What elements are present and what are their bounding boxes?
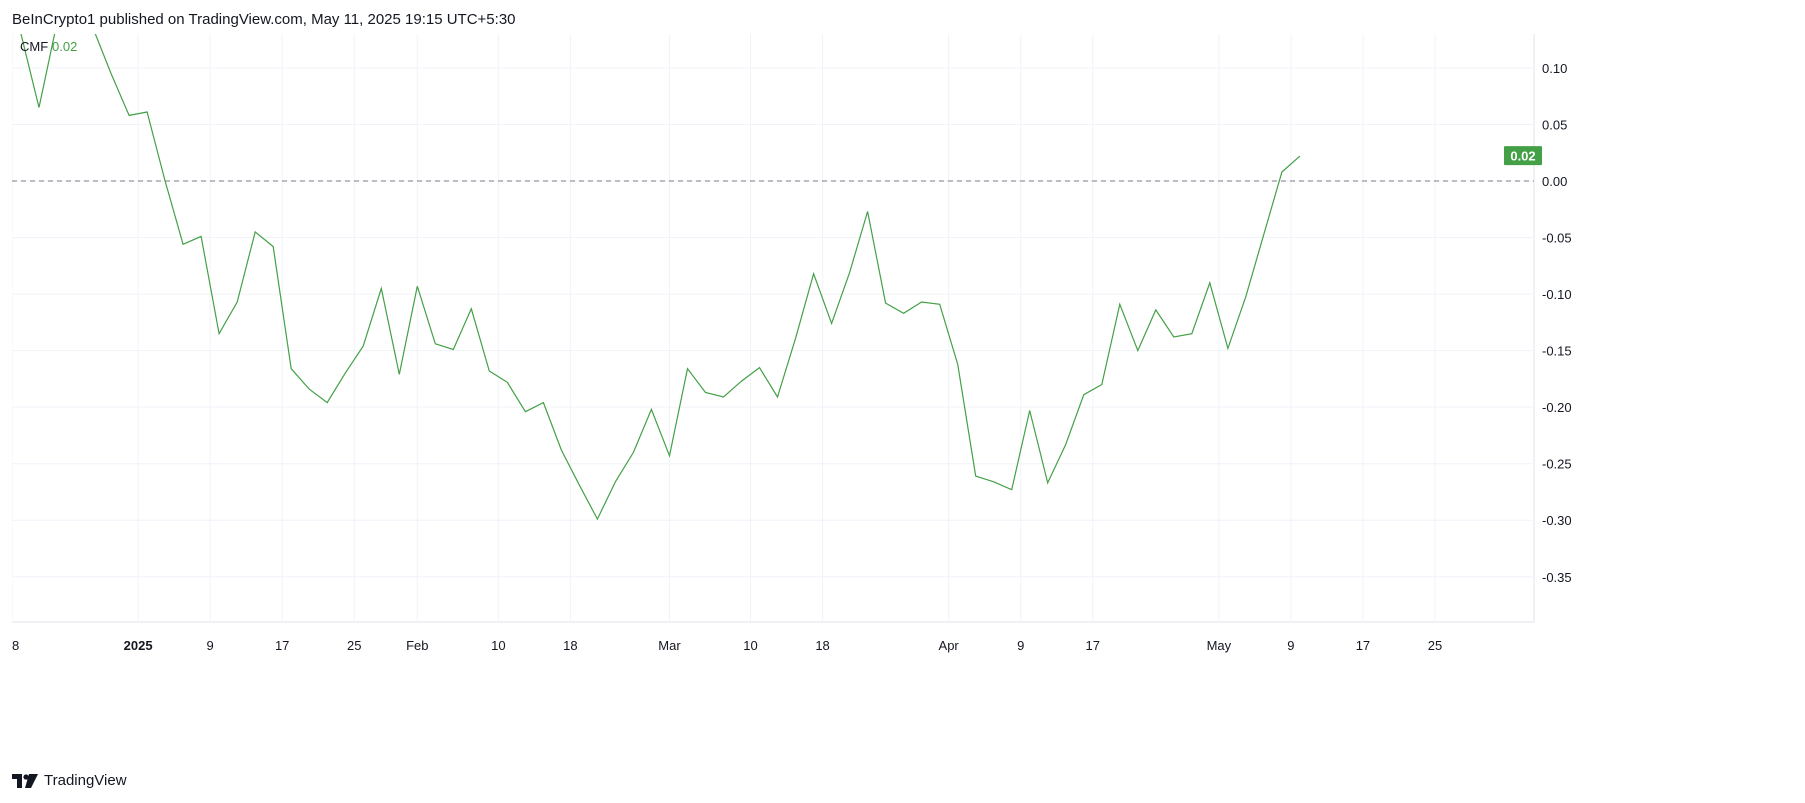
y-axis[interactable]: 0.10 0.05 0.00 -0.05 -0.10 -0.15 -0.20 -0.25 -0.… xyxy=(1542,61,1572,585)
x-tick-label: Feb xyxy=(406,638,428,653)
y-tick-label: -0.10 xyxy=(1542,287,1572,302)
x-tick-label: 18 xyxy=(815,638,829,653)
y-tick-label: -0.15 xyxy=(1542,344,1572,359)
cmf-chart-svg[interactable]: 0.10 0.05 0.00 -0.05 -0.10 -0.15 -0.20 -0.25 -0.… xyxy=(12,34,1792,760)
x-tick-label: 17 xyxy=(1356,638,1370,653)
x-tick-label: 25 xyxy=(1428,638,1442,653)
x-tick-label: 10 xyxy=(743,638,757,653)
chart-legend[interactable]: CMF 0.02 xyxy=(20,39,77,54)
x-tick-label: 18 xyxy=(563,638,577,653)
x-tick-label: 17 xyxy=(1086,638,1100,653)
series-layer xyxy=(20,34,1301,521)
x-tick-label: 9 xyxy=(1017,638,1024,653)
y-tick-label: -0.35 xyxy=(1542,570,1572,585)
x-tick-label: 10 xyxy=(491,638,505,653)
chart-area[interactable]: 0.10 0.05 0.00 -0.05 -0.10 -0.15 -0.20 -0.25 -0.… xyxy=(12,34,1792,760)
last-value-badge: 0.02 xyxy=(1504,146,1542,166)
x-tick-label: 9 xyxy=(1287,638,1294,653)
tradingview-logo-icon xyxy=(12,773,38,788)
cmf-series-line xyxy=(20,34,1301,521)
footer-brand-name: TradingView xyxy=(44,772,127,789)
x-tick-label: 2025 xyxy=(124,638,153,653)
x-tick-label: May xyxy=(1207,638,1232,653)
x-tick-label: 17 xyxy=(275,638,289,653)
y-tick-label: 0.10 xyxy=(1542,61,1567,76)
y-tick-label: -0.20 xyxy=(1542,400,1572,415)
x-tick-label: 25 xyxy=(347,638,361,653)
y-tick-label: 0.00 xyxy=(1542,174,1567,189)
x-tick-label: Mar xyxy=(658,638,681,653)
y-tick-label: -0.30 xyxy=(1542,513,1572,528)
grid-lines xyxy=(12,34,1535,623)
x-tick-label: 18 xyxy=(12,638,19,653)
y-tick-label: -0.05 xyxy=(1542,231,1572,246)
x-tick-label: 9 xyxy=(207,638,214,653)
last-value-badge-bg xyxy=(1504,146,1542,166)
legend-indicator-value: 0.02 xyxy=(52,39,77,54)
footer-brand[interactable]: TradingView xyxy=(12,772,127,789)
last-value-badge-text: 0.02 xyxy=(1510,149,1535,164)
y-tick-label: -0.25 xyxy=(1542,457,1572,472)
y-tick-label: 0.05 xyxy=(1542,117,1567,132)
publisher-line: BeInCrypto1 published on TradingView.com… xyxy=(12,11,516,28)
x-tick-label: Apr xyxy=(939,638,960,653)
x-axis[interactable]: 18 2025 9 17 25 Feb 10 18 Mar 10 18 Apr 9 17 May 9 17 25 xyxy=(12,638,1442,653)
legend-indicator-name: CMF xyxy=(20,39,48,54)
